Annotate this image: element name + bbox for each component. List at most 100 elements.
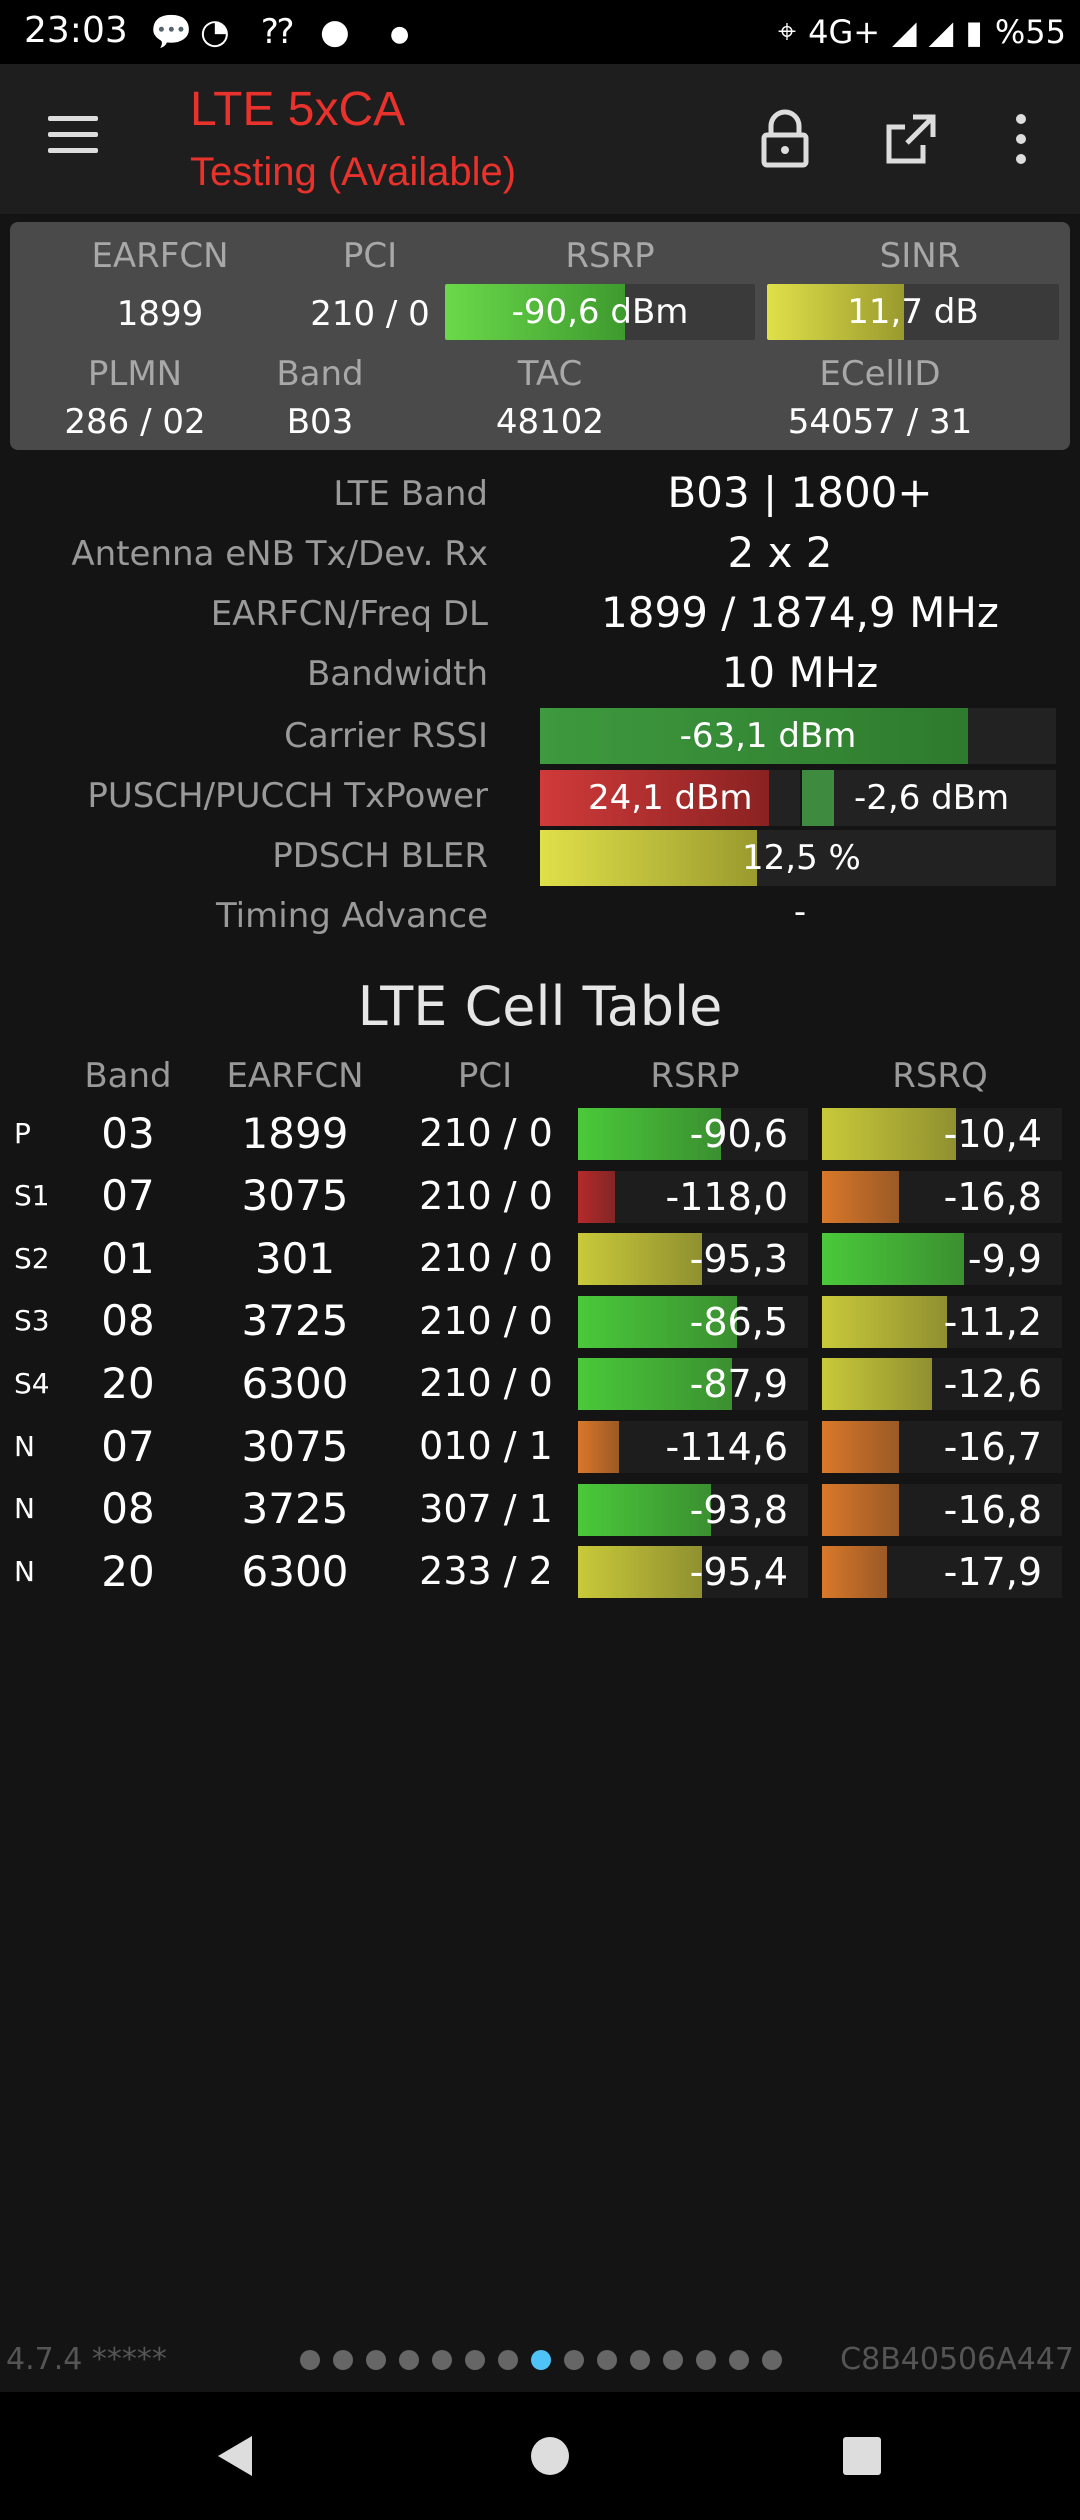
more-options-icon[interactable] (986, 104, 1056, 174)
cell-table-title: LTE Cell Table (357, 975, 723, 1038)
page-dot[interactable] (399, 2350, 419, 2370)
row-pci: 307 / 1 (419, 1486, 553, 1531)
page-dot[interactable] (729, 2350, 749, 2370)
row-band: 03 (101, 1108, 155, 1158)
rsrp-bar-fill (578, 1108, 721, 1160)
rsrp-value: -90,6 (689, 1112, 788, 1156)
row-band: 01 (101, 1233, 155, 1283)
rsrp-value: -93,8 (689, 1487, 788, 1532)
sinr-label: SINR (879, 236, 961, 276)
page-title: LTE 5xCA (190, 83, 406, 136)
carrier-rssi-label: Carrier RSSI (284, 716, 488, 756)
device-code: C8B40506A447 (840, 2342, 1074, 2377)
row-type: S3 (14, 1304, 50, 1338)
rsrp-meter: -86,5 (578, 1295, 808, 1348)
rsrq-meter: -11,2 (822, 1295, 1062, 1348)
row-earfcn: 6300 (241, 1546, 349, 1596)
table-row: S4 20 6300 210 / 0 -87,9 -12,6 (0, 1354, 1080, 1412)
home-icon[interactable] (490, 2392, 610, 2520)
col-band: Band (84, 1056, 172, 1096)
timing-advance-value: - (793, 892, 807, 932)
lock-icon[interactable] (750, 104, 820, 174)
rsrq-value: -9,9 (967, 1237, 1042, 1282)
whatsapp-icon: ◔ (200, 12, 230, 52)
status-right: ⌖ 4G+ ◢ ◢ ▮ %55 (778, 12, 1066, 51)
row-pci: 233 / 2 (419, 1549, 553, 1594)
recents-icon[interactable] (802, 2392, 922, 2520)
page-dot[interactable] (564, 2350, 584, 2370)
bler-bar-fill (540, 830, 757, 886)
rsrp-value: -87,9 (689, 1362, 788, 1407)
table-row: P 03 1899 210 / 0 -90,6 -10,4 (0, 1104, 1080, 1162)
table-row: S3 08 3725 210 / 0 -86,5 -11,2 (0, 1292, 1080, 1350)
page-dot[interactable] (366, 2350, 386, 2370)
rsrp-bar-fill (578, 1295, 737, 1348)
pusch-value: 24,1 dBm (588, 778, 753, 818)
row-band: 20 (101, 1546, 155, 1596)
timing-advance-label: Timing Advance (215, 896, 488, 936)
pusch-bar-fill (540, 770, 769, 826)
page-dot[interactable] (597, 2350, 617, 2370)
open-external-icon[interactable] (876, 104, 946, 174)
col-rsrp: RSRP (650, 1056, 740, 1096)
page-dot[interactable] (630, 2350, 650, 2370)
row-earfcn: 3725 (241, 1296, 349, 1346)
page-dot[interactable] (465, 2350, 485, 2370)
rsrp-value: -114,6 (665, 1425, 789, 1469)
rsrq-value: -16,7 (943, 1425, 1042, 1469)
table-row: S1 07 3075 210 / 0 -118,0 -16,8 (0, 1167, 1080, 1225)
page-dot[interactable] (696, 2350, 716, 2370)
table-row: S2 01 301 210 / 0 -95,3 -9,9 (0, 1229, 1080, 1287)
tac-value: 48102 (495, 402, 605, 442)
table-row: N 07 3075 010 / 1 -114,6 -16,7 (0, 1417, 1080, 1475)
page-dot[interactable] (531, 2350, 551, 2370)
page-dot[interactable] (300, 2350, 320, 2370)
row-type: N (14, 1492, 35, 1526)
rsrq-meter: -9,9 (822, 1233, 1062, 1286)
row-earfcn: 3075 (241, 1171, 349, 1221)
rsrq-meter: -12,6 (822, 1358, 1062, 1411)
page-dot[interactable] (762, 2350, 782, 2370)
lte-band-label: LTE Band (333, 474, 488, 514)
row-pci: 210 / 0 (419, 1111, 553, 1155)
band-value: B03 (286, 402, 354, 442)
plmn-value: 286 / 02 (64, 402, 206, 442)
menu-icon[interactable] (48, 116, 98, 156)
row-earfcn: 301 (254, 1233, 336, 1283)
rsrp-meter: -114,6 (578, 1421, 808, 1473)
page-dot[interactable] (663, 2350, 683, 2370)
rsrq-meter: -16,8 (822, 1170, 1062, 1223)
earfcn-freq-label: EARFCN/Freq DL (210, 594, 488, 634)
rsrp-bar-fill (578, 1421, 619, 1473)
sinr-value: 11,7 dB (847, 292, 979, 332)
page-indicator[interactable] (300, 2350, 782, 2370)
page-dot[interactable] (333, 2350, 353, 2370)
battery-icon: ▮ (965, 12, 983, 51)
rsrp-label: RSRP (565, 236, 655, 276)
rsrp-meter: -95,4 (578, 1546, 808, 1599)
rsrp-meter: -87,9 (578, 1358, 808, 1411)
back-icon[interactable] (176, 2392, 296, 2520)
app-version: 4.7.4 ***** (6, 2342, 167, 2377)
sinr-meter: 11,7 dB (767, 284, 1059, 340)
rsrq-bar-fill (822, 1108, 956, 1160)
row-band: 07 (101, 1171, 155, 1221)
page-dot[interactable] (498, 2350, 518, 2370)
rsrp-meter: -93,8 (578, 1483, 808, 1536)
earfcn-label: EARFCN (91, 236, 229, 276)
row-earfcn: 3075 (241, 1421, 349, 1471)
rsrp-value: -90,6 dBm (511, 292, 689, 332)
network-type: 4G+ (808, 12, 881, 51)
rsrq-bar-fill (822, 1170, 899, 1223)
antenna-label: Antenna eNB Tx/Dev. Rx (71, 534, 488, 574)
rsrp-bar-fill (578, 1546, 702, 1599)
row-type: P (14, 1116, 31, 1150)
page-dot[interactable] (432, 2350, 452, 2370)
rsrp-value: -86,5 (689, 1299, 788, 1344)
col-rsrq: RSRQ (892, 1056, 988, 1096)
bler-meter: 12,5 % (540, 830, 1056, 886)
circle-icon: ● (320, 12, 350, 52)
rsrp-value: -95,3 (689, 1237, 788, 1282)
row-type: S1 (14, 1179, 50, 1213)
row-type: N (14, 1429, 35, 1463)
